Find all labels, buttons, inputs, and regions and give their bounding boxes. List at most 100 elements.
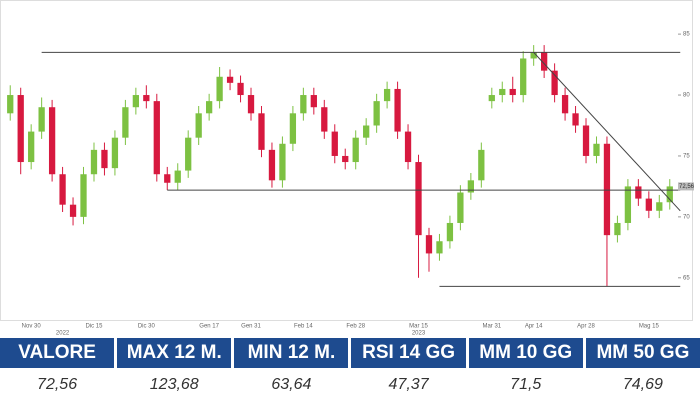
candle-body <box>258 113 265 150</box>
candle-body <box>237 82 244 96</box>
candle-body <box>195 113 202 138</box>
candle-body <box>143 95 150 102</box>
candle-body <box>206 101 213 114</box>
candle-body <box>478 149 485 181</box>
candle-body <box>59 174 66 205</box>
candle-body <box>656 202 663 211</box>
candle-body <box>342 155 349 163</box>
table-value: 47,37 <box>388 376 429 393</box>
candle-body <box>28 131 35 163</box>
candle-body <box>582 125 590 156</box>
table-header: MM 10 GG <box>468 338 583 368</box>
x-tick-label: Mar 15 <box>409 324 428 330</box>
candle-body <box>310 95 317 108</box>
x-tick-label: Gen 17 <box>199 324 219 330</box>
chart: 65 70 75 80 85 Nov 30 2022 Dic 15 Dic 30 Gen 17 Ge… <box>0 0 695 337</box>
candle-body <box>394 88 401 132</box>
candle-body <box>530 52 537 59</box>
table-value: 123,68 <box>149 376 199 393</box>
candle-body <box>17 95 24 163</box>
candle-body <box>48 107 56 175</box>
y-tick-label: 80 <box>683 93 690 99</box>
x-tick-label: Feb 28 <box>346 324 365 330</box>
table-header: RSI 14 GG <box>351 338 466 368</box>
candle-body <box>561 95 569 114</box>
x-tick-label: Apr 28 <box>577 324 595 330</box>
plot-frame <box>0 0 693 321</box>
x-tick-label: Nov 30 <box>22 324 42 330</box>
candle-body <box>520 58 527 96</box>
candle-body <box>572 113 579 126</box>
candle-body <box>509 88 516 96</box>
last-price-box <box>678 182 694 191</box>
candle-body <box>373 101 380 126</box>
candle-body <box>80 174 87 217</box>
candle-body <box>551 70 558 96</box>
trend-line <box>533 52 681 212</box>
candle-body <box>666 186 673 203</box>
candle-body <box>101 149 108 169</box>
candle-body <box>645 198 652 211</box>
candle-body <box>111 137 119 169</box>
candle-body <box>69 204 77 217</box>
table-header: MM 50 GG <box>585 338 700 368</box>
candle-body <box>593 143 600 156</box>
candle-body <box>624 186 632 223</box>
candle-body <box>383 88 391 102</box>
table-value: 74,69 <box>622 376 663 393</box>
candle-body <box>446 222 454 242</box>
candle-body <box>363 125 370 138</box>
candle-body <box>164 174 171 183</box>
y-tick-label: 85 <box>683 32 690 38</box>
candle-body <box>635 186 642 199</box>
candle-body <box>122 107 129 138</box>
candle-body <box>603 143 611 236</box>
candle-body <box>247 95 255 114</box>
table-value: 71,5 <box>510 376 542 393</box>
x-tick-label: Apr 14 <box>525 324 543 330</box>
candle-body <box>185 137 192 171</box>
candle-body <box>279 143 286 181</box>
stats-table: VALORE MAX 12 M. MIN 12 M. RSI 14 GG MM 10 G… <box>0 338 700 400</box>
x-year-label: 2023 <box>412 331 426 337</box>
y-tick-label: 70 <box>683 214 690 220</box>
y-tick-label: 65 <box>683 275 690 281</box>
candle-body <box>488 95 495 102</box>
candle-body <box>226 76 234 83</box>
table-header: MAX 12 M. <box>117 338 232 368</box>
candle-body <box>300 95 307 114</box>
candle-body <box>268 149 276 181</box>
candle-body <box>331 131 338 156</box>
x-tick-label: Mar 31 <box>482 324 501 330</box>
x-year-label: 2022 <box>56 331 70 337</box>
candle-body <box>352 137 359 163</box>
candle-body <box>404 131 412 163</box>
candle-body <box>153 101 160 175</box>
table-value: 63,64 <box>271 376 312 393</box>
x-tick-label: Dic 15 <box>85 324 103 330</box>
candle-body <box>436 241 443 254</box>
x-tick-label: Feb 14 <box>294 324 313 330</box>
candle-body <box>174 170 181 183</box>
candle-body <box>541 52 548 71</box>
x-tick-label: Gen 31 <box>241 324 261 330</box>
table-header: VALORE <box>0 338 115 368</box>
last-price-label: 72,56 <box>679 184 695 190</box>
candle-body <box>7 95 14 114</box>
x-tick-label: Mag 15 <box>639 324 660 330</box>
candle-body <box>321 107 328 132</box>
table-header: MIN 12 M. <box>234 338 349 368</box>
candle-body <box>90 149 98 175</box>
candle-body <box>132 95 139 108</box>
candle-body <box>425 235 433 254</box>
candle-body <box>457 192 464 223</box>
candle-body <box>38 107 45 132</box>
table-value: 72,56 <box>37 376 78 393</box>
x-tick-label: Dic 30 <box>138 324 156 330</box>
candle-body <box>216 76 223 102</box>
candle-body <box>289 113 297 144</box>
y-tick-label: 75 <box>683 154 690 160</box>
candle-body <box>614 222 621 236</box>
candle-body <box>415 162 422 236</box>
